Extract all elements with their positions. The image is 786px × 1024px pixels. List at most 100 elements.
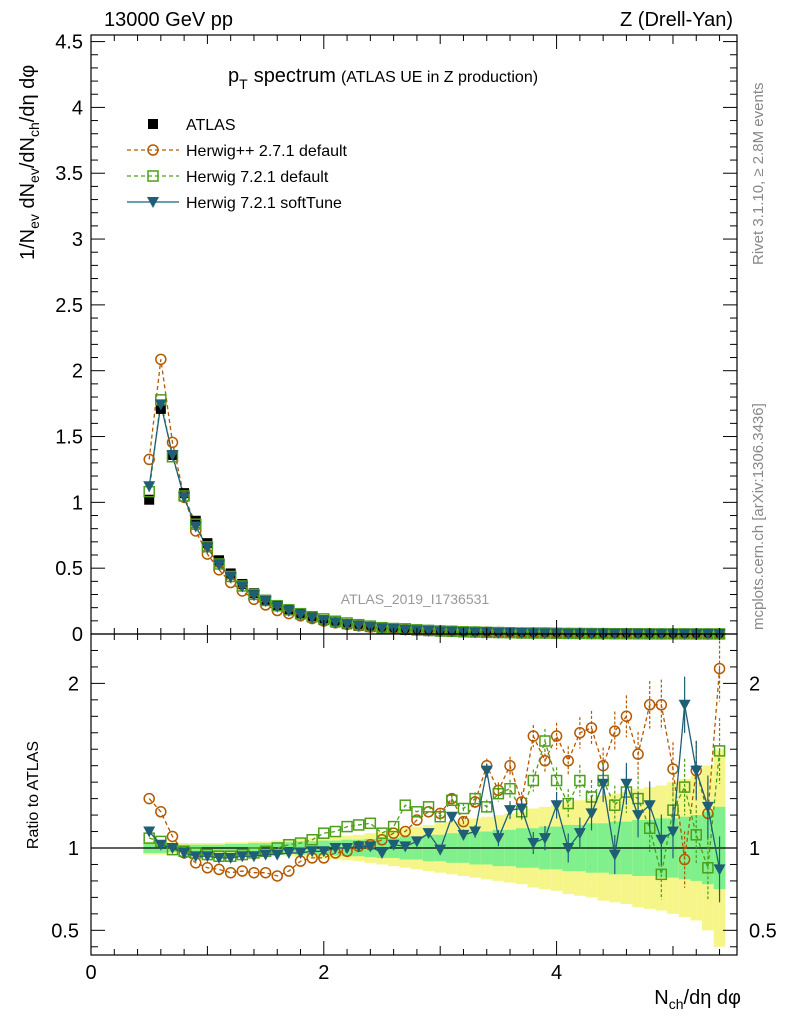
softtune-point-main [154, 399, 167, 411]
softtune-point-ratio [189, 851, 202, 863]
softtune-point-ratio [329, 843, 342, 854]
legend-label: Herwig 7.2.1 default [186, 169, 329, 186]
softtune-point-main [143, 481, 156, 493]
herwigpp-point-ratio [504, 759, 516, 772]
softtune-point-ratio [504, 805, 517, 817]
herwig721-point-ratio [364, 817, 377, 830]
softtune-point-main [236, 581, 249, 593]
softtune-point-ratio [632, 810, 645, 822]
softtune-point-main [282, 606, 295, 618]
softtune-point-ratio [608, 849, 621, 861]
softtune-point-ratio [375, 847, 388, 859]
plot-title-small: (ATLAS UE in Z production) [341, 69, 538, 86]
softtune-point-ratio [154, 839, 167, 851]
legend: ATLAS Herwig++ 2.7.1 default Herwig 7.2.1 … [127, 117, 348, 212]
herwigpp-point-ratio [713, 662, 726, 675]
softtune-point-ratio [655, 834, 668, 846]
softtune-point-ratio [550, 800, 563, 812]
softtune-point-main [375, 623, 388, 635]
ratio-frame [90, 633, 738, 956]
softtune-point-ratio [282, 847, 295, 859]
herwigpp-point-main [143, 453, 155, 466]
rivet-label: Rivet 3.1.10, ≥ 2.8M events [750, 83, 767, 266]
softtune-point-ratio [247, 851, 260, 863]
main-y-tick-label: 1.5 [55, 427, 83, 449]
herwigpp-point-ratio [236, 865, 249, 877]
herwig721-point-ratio [399, 799, 412, 811]
herwig721-point-ratio [457, 802, 470, 815]
softtune-point-ratio [713, 864, 726, 876]
herwigpp-point-ratio [667, 763, 679, 775]
main-y-tick-label: 0 [72, 624, 83, 646]
herwig721-point-ratio [655, 868, 668, 881]
softtune-point-ratio [317, 846, 330, 858]
softtune-point-ratio [538, 833, 551, 845]
xlabel-sub: ch [669, 996, 684, 1012]
herwig721-point-ratio [318, 827, 330, 839]
herwig721-point-ratio [527, 774, 540, 787]
ylabel-part-4: /dη dφ [17, 65, 39, 122]
softtune-point-ratio [585, 808, 598, 820]
main-y-tick-label: 4.5 [55, 32, 83, 54]
softtune-point-ratio [213, 852, 226, 864]
x-tick-label: 2 [318, 962, 329, 984]
legend-label: Herwig 7.2.1 softTune [186, 195, 342, 212]
herwigpp-point-ratio [213, 863, 225, 876]
ylabel-part-3: /dN [17, 137, 39, 168]
legend-marker [148, 119, 158, 129]
energy-label: 13000 GeV pp [104, 9, 233, 31]
herwigpp-point-ratio [620, 710, 633, 723]
softtune-point-ratio [434, 844, 447, 856]
softtune-point-main [445, 626, 458, 638]
softtune-point-ratio [690, 765, 703, 777]
herwig721-point-ratio [387, 820, 400, 833]
ratio-y-tick-label-right: 0.5 [749, 920, 777, 942]
herwig721-point-ratio [702, 862, 714, 874]
legend-label: ATLAS [186, 117, 236, 134]
softtune-point-main [294, 609, 307, 621]
herwigpp-point-ratio [166, 830, 179, 843]
softtune-point-main [189, 521, 202, 533]
softtune-point-ratio [515, 803, 528, 815]
herwigpp-point-ratio [201, 862, 214, 874]
herwig721-point-ratio [550, 774, 563, 787]
herwig721-point-ratio [480, 801, 493, 813]
herwig721-point-ratio [434, 810, 446, 823]
softtune-point-ratio [527, 838, 540, 850]
softtune-point-main [469, 627, 482, 639]
herwig721-point-ratio [678, 781, 691, 793]
softtune-point-ratio [410, 836, 423, 848]
main-y-tick-label: 4 [72, 97, 83, 119]
ylabel-sub-1: ev [26, 214, 42, 229]
process-label: Z (Drell-Yan) [620, 9, 733, 31]
softtune-point-main [329, 617, 342, 629]
softtune-point-ratio [166, 843, 179, 854]
herwig721-point-ratio [422, 801, 435, 813]
ratio-y-tick-label-right: 1 [749, 838, 760, 860]
herwigpp-point-ratio [283, 865, 295, 877]
softtune-point-ratio [306, 846, 319, 858]
ratio-y-tick-label: 1 [68, 838, 79, 860]
softtune-point-ratio [480, 765, 493, 777]
herwigpp-point-main [155, 353, 167, 366]
legend-marker [147, 144, 159, 156]
ratio-y-tick-label: 2 [68, 673, 79, 695]
softtune-point-ratio [364, 841, 377, 853]
herwig721-point-ratio [329, 825, 342, 838]
herwig721-point-ratio [306, 834, 318, 846]
softtune-point-main [201, 542, 214, 554]
softtune-point-main [224, 572, 237, 584]
xlabel-part-2: /dη dφ [684, 987, 741, 1009]
softtune-point-main [352, 620, 365, 632]
x-tick-label: 0 [85, 962, 96, 984]
ratio-panel [91, 635, 737, 947]
softtune-point-main [364, 622, 377, 634]
legend-marker [147, 170, 159, 182]
herwigpp-point-ratio [387, 827, 400, 839]
herwig721-point-ratio [352, 819, 365, 831]
main-y-axis-label: 1/Nev dNev/dNch/dη dφ [17, 65, 42, 260]
softtune-point-ratio [224, 852, 237, 864]
herwig721-point-ratio [446, 794, 458, 807]
atlas-point-main [144, 494, 155, 505]
herwigpp-point-ratio [550, 730, 563, 742]
